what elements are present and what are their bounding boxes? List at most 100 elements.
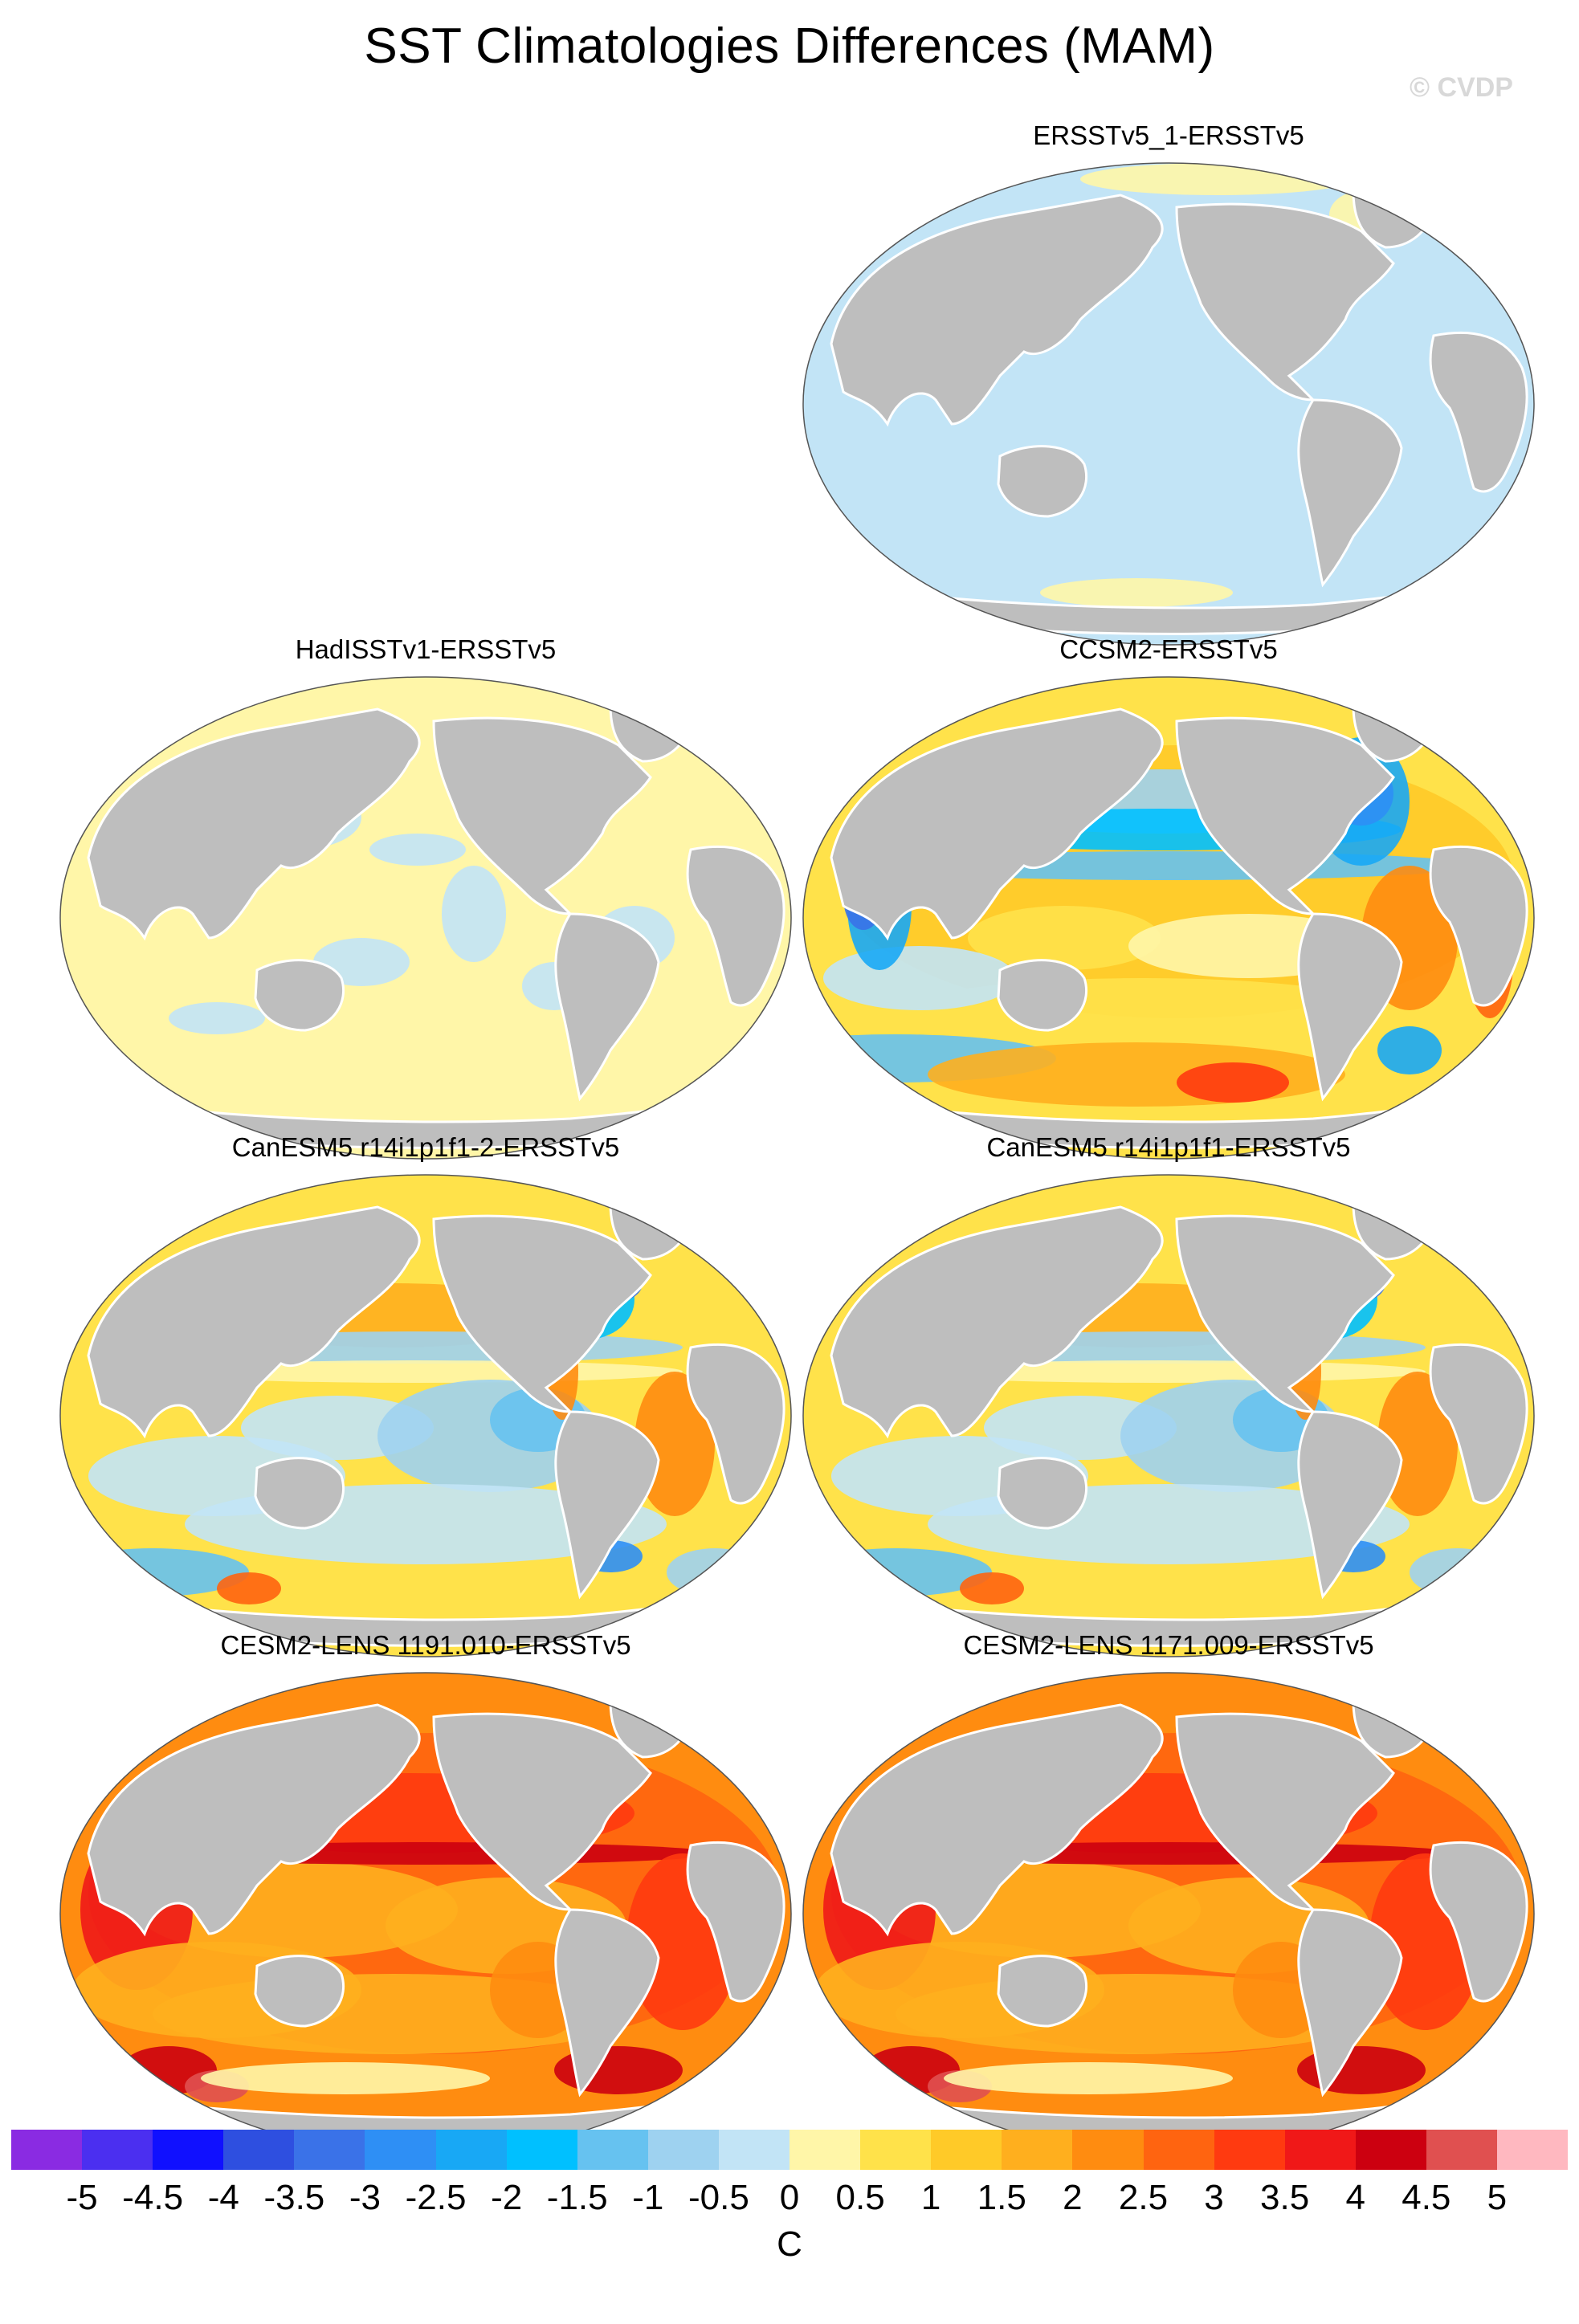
panel-title: CESM2-LENS 1191.010-ERSSTv5 [220,1630,631,1660]
landmass-asia [830,194,1164,427]
landmass-northamerica [1175,1214,1395,1413]
landmass-northamerica [432,716,652,915]
landmass-northamerica [1175,716,1395,915]
map-contents [803,1175,1534,1657]
colorbar-swatch [365,2130,436,2170]
landmass-northamerica [1175,1712,1395,1911]
map-contents [60,1673,791,2155]
colorbar-tick-label: 2.5 [1118,2178,1169,2217]
anomaly-contour [1377,1026,1442,1074]
colorbar-tick-label: -3.5 [263,2178,325,2217]
map-panel-hadisstv1: HadISSTv1-ERSSTv5 [56,634,795,1164]
landmass-australia [997,959,1088,1032]
landmass-southamerica [554,1410,660,1600]
anomaly-contour [1177,1062,1289,1103]
world-map [59,1672,792,2155]
panel-title: ERSSTv5_1-ERSSTv5 [1033,120,1304,150]
colorbar-tick-label: -2 [491,2178,523,2217]
colorbar-tick-label: 3.5 [1260,2178,1310,2217]
landmass-southamerica [1297,1908,1403,2098]
panel-title: HadISSTv1-ERSSTv5 [295,634,557,664]
landmass-africa [686,1343,785,1505]
world-map [59,676,792,1160]
colorbar-tick-label: 0 [779,2178,800,2217]
colorbar-tick-label: -4.5 [122,2178,184,2217]
landmass-africa [686,845,785,1007]
colorbar-swatch [1284,2130,1356,2170]
colorbar-tick-label: 5 [1487,2178,1508,2217]
world-map [802,1174,1535,1657]
landmass-southamerica [554,1908,660,2098]
colorbar-tick-label: -1.5 [546,2178,608,2217]
map-contents [803,163,1534,645]
anomaly-contour [217,1572,281,1604]
anomaly-contour [968,906,1161,970]
colorbar-swatch [82,2130,153,2170]
anomaly-contour [169,1002,265,1034]
map-panel-canesm5-2: CanESM5 r14i1p1f1-2-ERSSTv5 [56,1132,795,1662]
colorbar-tick-label: -3 [349,2178,381,2217]
colorbar-swatch [153,2130,224,2170]
landmass-southamerica [1297,1410,1403,1600]
map-outline [802,676,1535,1160]
colorbar-tick-label: 3 [1204,2178,1224,2217]
landmass-africa [686,1841,785,2003]
anomaly-contour [201,2062,490,2094]
colorbar-unit: C [777,2224,802,2264]
landmass-asia [87,1703,421,1937]
map-contents [60,677,791,1159]
colorbar-swatch [790,2130,861,2170]
anomaly-contour [960,1572,1024,1604]
colorbar-tick-label: -4 [207,2178,239,2217]
map-contents [803,1673,1534,2155]
colorbar-swatch [577,2130,648,2170]
colorbar-swatch [931,2130,1002,2170]
panel-title: CanESM5 r14i1p1f1-2-ERSSTv5 [231,1132,620,1162]
landmass-australia [254,959,345,1032]
landmass-australia [254,1457,345,1530]
map-panel-cesm2-1191: CESM2-LENS 1191.010-ERSSTv5 [56,1630,795,2160]
map-outline [802,1174,1535,1657]
colorbar-swatch [11,2130,83,2170]
landmass-australia [997,445,1088,518]
landmass-australia [997,1457,1088,1530]
colorbar-swatch [435,2130,507,2170]
colorbar-tick-label: -0.5 [687,2178,749,2217]
colorbar-swatch [1002,2130,1073,2170]
ocean-anomaly-field [803,163,1534,645]
colorbar-swatch [1214,2130,1285,2170]
ocean-anomaly-field [60,677,791,1159]
figure-title: SST Climatologies Differences (MAM) [364,18,1215,74]
colorbar-tick-label: 1.5 [977,2178,1026,2217]
landmass-asia [830,1205,1164,1439]
landmass-northamerica [432,1214,652,1413]
watermark: © CVDP [1410,72,1513,103]
landmass-southamerica [1297,398,1403,588]
world-map [59,1174,792,1657]
colorbar-swatch [1072,2130,1144,2170]
map-outline [59,1174,792,1657]
colorbar-swatch [647,2130,719,2170]
landmass-asia [830,1703,1164,1937]
colorbar-swatch [1496,2130,1569,2170]
world-map [802,162,1535,646]
colorbar-tick-label: -5 [66,2178,98,2217]
colorbar-tick-label: 1 [920,2178,941,2217]
colorbar-tick-label: 4 [1345,2178,1365,2217]
landmass-africa [1429,331,1528,493]
landmass-asia [87,1205,421,1439]
anomaly-contour [1410,1548,1506,1596]
colorbar-swatch [506,2130,577,2170]
anomaly-contour [1080,163,1353,195]
anomaly-contour [442,866,506,962]
world-map [802,676,1535,1160]
colorbar-swatch [223,2130,295,2170]
colorbar-tick-label: -2.5 [405,2178,467,2217]
landmass-asia [87,707,421,941]
world-map [802,1672,1535,2155]
colorbar-labels: -5 -4.5 -4 -3.5 -3 -2.5 -2 -1.5 -1 -0.5 0 0.5 1 1.5 2 2… [0,2178,1579,2226]
landmass-australia [254,1955,345,2028]
landmass-africa [1429,1343,1528,1505]
anomaly-contour [667,1548,763,1596]
colorbar-tick-label: 0.5 [835,2178,885,2217]
